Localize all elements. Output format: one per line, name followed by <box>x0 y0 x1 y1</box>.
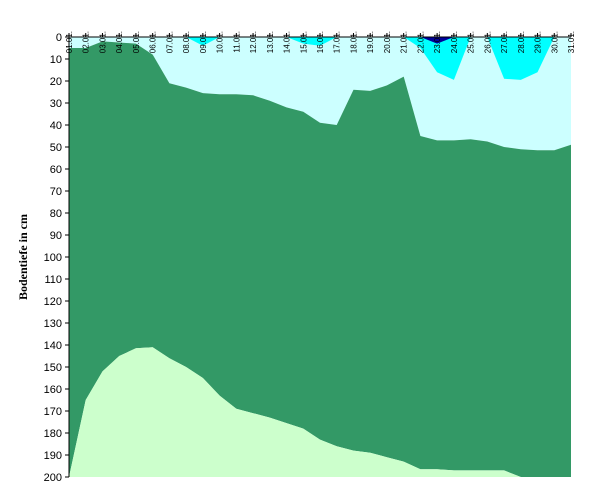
x-tick-labels: 01.01. 02.01. 03.01. 04.01. 05.01. 06.01. 07.0… <box>65 31 576 53</box>
x-tick-label: 26.01. <box>483 31 492 53</box>
x-tick-label: 14.01. <box>283 31 292 53</box>
y-tick-label: 160 <box>44 384 62 396</box>
x-tick-label: 13.01. <box>266 31 275 53</box>
x-tick-label: 16.01. <box>316 31 325 53</box>
y-tick-label: 100 <box>44 252 62 264</box>
x-tick-label: 19.01. <box>366 31 375 53</box>
x-tick-label: 28.01. <box>517 31 526 53</box>
x-tick-label: 30.01. <box>550 31 559 53</box>
x-tick-label: 01.01. <box>65 31 74 53</box>
y-tick-label: 0 <box>56 32 62 44</box>
y-tick-label: 10 <box>50 54 62 66</box>
y-tick-label: 130 <box>44 318 62 330</box>
y-tick-label: 150 <box>44 362 62 374</box>
x-tick-label: 07.01. <box>165 31 174 53</box>
x-tick-label: 31.01. <box>567 31 576 53</box>
y-tick-labels: 0 10 20 30 40 50 60 70 80 90 100 110 120 130 140 150 160… <box>44 32 62 484</box>
y-tick-label: 30 <box>50 98 62 110</box>
y-tick-label: 80 <box>50 208 62 220</box>
x-tick-label: 11.01. <box>232 31 241 53</box>
x-tick-label: 24.01. <box>450 31 459 53</box>
y-tick-label: 120 <box>44 296 62 308</box>
x-tick-label: 29.01. <box>534 31 543 53</box>
x-tick-label: 04.01. <box>115 31 124 53</box>
y-tick-label: 110 <box>44 274 62 286</box>
y-tick-label: 200 <box>44 472 62 484</box>
x-tick-label: 08.01. <box>182 31 191 53</box>
area-series-cyan <box>186 37 555 80</box>
y-tick-label: 190 <box>44 450 62 462</box>
axes-layer <box>65 33 572 478</box>
x-tick-label: 25.01. <box>467 31 476 53</box>
x-tick-label: 21.01. <box>400 31 409 53</box>
y-tick-label: 60 <box>50 164 62 176</box>
x-tick-label: 20.01. <box>383 31 392 53</box>
y-tick-label: 90 <box>50 230 62 242</box>
x-tick-label: 02.01. <box>82 31 91 53</box>
y-tick-label: 40 <box>50 120 62 132</box>
x-tick-label: 05.01. <box>132 31 141 53</box>
area-series-dark-blue <box>420 37 454 44</box>
x-tick-label: 03.01. <box>99 31 108 53</box>
x-tick-label: 12.01. <box>249 31 258 53</box>
x-tick-label: 22.01. <box>416 31 425 53</box>
y-tick-label: 170 <box>44 406 62 418</box>
y-tick-label: 20 <box>50 76 62 88</box>
area-series-green <box>69 41 571 478</box>
area-series-layer <box>69 37 571 478</box>
y-axis-title: Bodentiefe in cm <box>16 214 30 300</box>
x-tick-label: 27.01. <box>500 31 509 53</box>
y-tick-label: 180 <box>44 428 62 440</box>
x-tick-label: 18.01. <box>350 31 359 53</box>
x-tick-label: 09.01. <box>199 31 208 53</box>
y-tick-label: 140 <box>44 340 62 352</box>
area-series-light-green <box>69 347 571 477</box>
x-tick-label: 10.01. <box>216 31 225 53</box>
x-tick-label: 06.01. <box>149 31 158 53</box>
x-tick-label: 17.01. <box>333 31 342 53</box>
x-tick-label: 23.01. <box>433 31 442 53</box>
x-tick-label: 15.01. <box>299 31 308 53</box>
y-tick-label: 50 <box>50 142 62 154</box>
y-tick-label: 70 <box>50 186 62 198</box>
